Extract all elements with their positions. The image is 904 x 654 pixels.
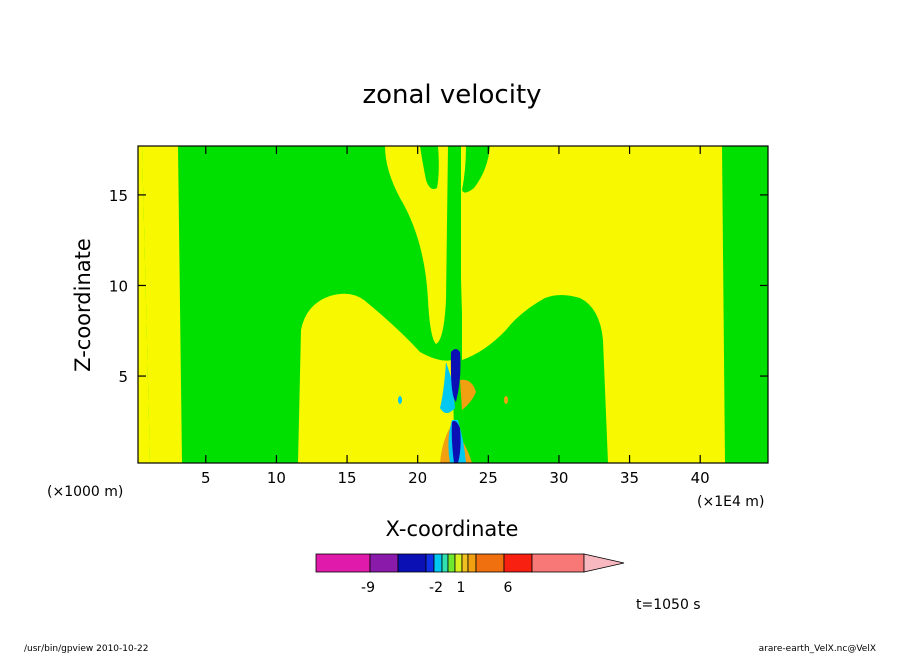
colorbar	[315, 553, 625, 573]
x-tick-label: 40	[691, 469, 710, 487]
orange-dot-right	[504, 396, 508, 404]
y-tick-label: 10	[109, 277, 128, 295]
plot-area	[137, 145, 769, 464]
colorbar-swatch	[531, 553, 585, 573]
yellow-band-left	[142, 146, 182, 463]
colorbar-label: 1	[457, 580, 466, 596]
y-tick-label: 15	[109, 187, 128, 205]
colorbar-swatch	[433, 553, 443, 573]
colorbar-tick-labels: -9 -2 1 6	[361, 580, 513, 596]
colorbar-label: -2	[429, 580, 443, 596]
y-axis: 5 10 15	[109, 187, 768, 386]
x-tick-label: 10	[267, 469, 286, 487]
colorbar-label: 6	[504, 580, 513, 596]
cyan-dot-left	[398, 396, 402, 404]
x-tick-label: 15	[338, 469, 357, 487]
colorbar-label: -9	[361, 580, 375, 596]
y-axis-label: Z-coordinate	[71, 238, 95, 372]
colorbar-extend-triangle	[583, 553, 625, 573]
x-axis: 5 10 15 20 25 30 35 40	[201, 146, 710, 487]
colorbar-swatch	[467, 553, 477, 573]
x-tick-label: 30	[549, 469, 568, 487]
x-tick-label: 20	[408, 469, 427, 487]
y-unit-label: (×1000 m)	[47, 484, 123, 500]
yellow-region-left-edge	[138, 146, 150, 463]
y-tick-label: 5	[118, 368, 128, 386]
colorbar-swatch	[441, 553, 449, 573]
colorbar-swatch	[475, 553, 505, 573]
x-tick-label: 5	[201, 469, 211, 487]
colorbar-swatch	[503, 553, 533, 573]
colorbar-swatch	[447, 553, 456, 573]
orange-core-mid	[460, 379, 476, 410]
green-tongue-left	[420, 146, 439, 189]
colorbar-swatch	[454, 553, 463, 573]
yellow-plume-left	[385, 146, 448, 344]
colorbar-swatch	[425, 553, 435, 573]
x-tick-label: 25	[479, 469, 498, 487]
chart-title: zonal velocity	[362, 80, 541, 110]
yellow-band-right	[462, 146, 725, 463]
yellow-plume-right	[460, 146, 521, 342]
x-unit-label: (×1E4 m)	[697, 494, 764, 510]
plot-frame	[137, 145, 769, 464]
time-label: t=1050 s	[636, 597, 701, 613]
footer-left: /usr/bin/gpview 2010-10-22	[24, 644, 148, 654]
green-tongue-right	[462, 146, 490, 193]
central-green-strip	[452, 146, 461, 346]
x-axis-label: X-coordinate	[386, 517, 519, 541]
x-tick-label: 35	[620, 469, 639, 487]
colorbar-swatch	[461, 553, 469, 573]
footer-right: arare-earth_VelX.nc@VelX	[759, 644, 876, 654]
colorbar-swatch	[315, 553, 371, 573]
colorbar-swatch	[397, 553, 427, 573]
blue-core	[450, 349, 461, 463]
colorbar-swatch	[369, 553, 399, 573]
yellow-dome-left	[298, 293, 455, 463]
